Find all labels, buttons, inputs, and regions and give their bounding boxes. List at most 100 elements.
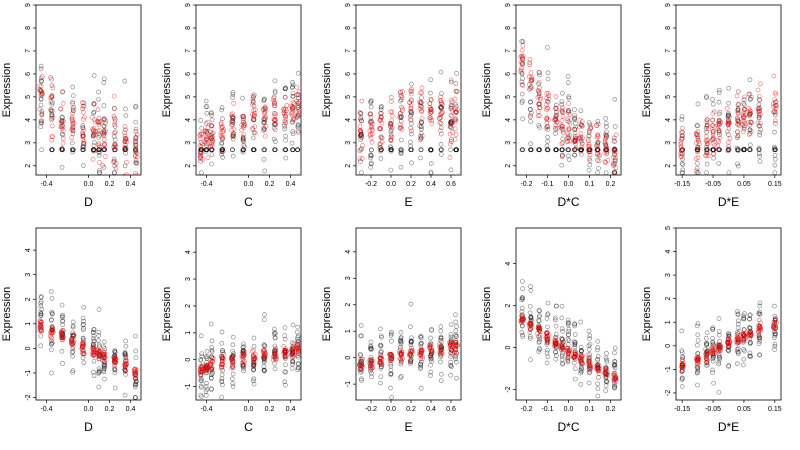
observed-point — [565, 147, 571, 153]
observed-point — [680, 133, 685, 139]
observed-point — [290, 131, 296, 137]
observed-point — [133, 395, 138, 400]
y-tick-label: 9 — [345, 3, 352, 7]
observed-point — [49, 295, 55, 301]
observed-point — [704, 363, 710, 368]
observed-point — [96, 338, 101, 343]
observed-point — [204, 104, 210, 110]
observed-point — [520, 286, 525, 292]
observed-point — [59, 349, 65, 354]
fitted-point — [454, 350, 460, 356]
y-tick-label: -1 — [345, 381, 352, 387]
observed-point — [209, 152, 215, 157]
fitted-point — [283, 114, 289, 119]
fitted-point — [250, 357, 256, 363]
fitted-point — [241, 364, 247, 370]
observed-point — [612, 362, 617, 368]
observed-point — [572, 344, 578, 350]
fitted-point — [561, 339, 566, 345]
y-tick-label: 6 — [505, 72, 512, 76]
observed-point — [388, 167, 394, 173]
observed-point — [566, 147, 572, 153]
observed-point — [81, 337, 86, 343]
fitted-point — [537, 105, 543, 111]
observed-point — [219, 147, 225, 153]
fitted-point — [207, 362, 213, 368]
observed-point — [295, 123, 301, 128]
observed-point — [428, 77, 434, 83]
fitted-point — [567, 112, 573, 117]
observed-point — [578, 319, 584, 325]
observed-point — [80, 147, 86, 153]
points-layer — [357, 69, 460, 175]
fitted-point — [388, 358, 393, 364]
observed-point — [203, 392, 209, 398]
observed-point — [123, 113, 129, 118]
fitted-point — [360, 143, 365, 148]
observed-point — [554, 353, 559, 358]
y-tick-label: 5 — [665, 95, 672, 99]
observed-point — [240, 148, 246, 153]
observed-point — [566, 338, 572, 343]
y-tick-label: 4 — [25, 118, 32, 122]
observed-point — [747, 77, 753, 83]
fitted-point — [133, 170, 138, 175]
fitted-point — [400, 106, 405, 112]
observed-point — [747, 316, 752, 322]
fitted-point — [717, 109, 723, 115]
observed-point — [612, 170, 617, 175]
fitted-point — [710, 130, 716, 136]
fitted-point — [741, 109, 747, 115]
observed-point — [378, 333, 384, 339]
y-tick-label: 2 — [665, 297, 672, 301]
observed-point — [679, 328, 685, 334]
observed-point — [612, 170, 617, 175]
observed-point — [717, 354, 723, 360]
observed-point — [428, 147, 433, 153]
observed-point — [295, 367, 300, 373]
observed-point — [560, 337, 566, 342]
fitted-point — [124, 159, 129, 165]
observed-point — [230, 147, 236, 153]
x-tick-label: -0.15 — [674, 181, 690, 188]
observed-point — [520, 332, 525, 338]
fitted-point — [419, 109, 424, 115]
observed-point — [572, 332, 578, 337]
fitted-point — [134, 154, 140, 160]
fitted-point — [735, 117, 741, 122]
observed-point — [528, 316, 534, 322]
fitted-point — [70, 127, 76, 133]
fitted-point — [260, 349, 266, 355]
fitted-point — [261, 125, 266, 131]
observed-point — [716, 316, 722, 321]
fitted-point — [379, 135, 385, 141]
observed-point — [122, 350, 128, 355]
fitted-point — [357, 133, 363, 138]
observed-point — [398, 335, 404, 340]
points-layer — [37, 63, 140, 175]
observed-point — [747, 341, 753, 347]
observed-point — [603, 170, 609, 175]
observed-point — [559, 352, 565, 358]
observed-point — [38, 78, 44, 84]
fitted-point — [757, 108, 762, 114]
observed-point — [741, 126, 747, 132]
observed-point — [572, 321, 578, 327]
observed-point — [772, 147, 778, 153]
observed-point — [48, 289, 54, 294]
fitted-point — [734, 339, 740, 345]
observed-point — [519, 70, 525, 76]
observed-point — [725, 113, 731, 119]
observed-point — [282, 379, 288, 385]
observed-point — [229, 376, 235, 382]
observed-point — [736, 349, 741, 355]
observed-point — [261, 128, 266, 133]
fitted-point — [573, 138, 579, 143]
fitted-point — [602, 159, 608, 165]
observed-point — [428, 147, 434, 153]
fitted-point — [377, 126, 382, 131]
observed-point — [716, 87, 722, 93]
observed-point — [251, 117, 257, 122]
y-tick-label: 5 — [665, 226, 672, 230]
observed-point — [735, 145, 740, 151]
